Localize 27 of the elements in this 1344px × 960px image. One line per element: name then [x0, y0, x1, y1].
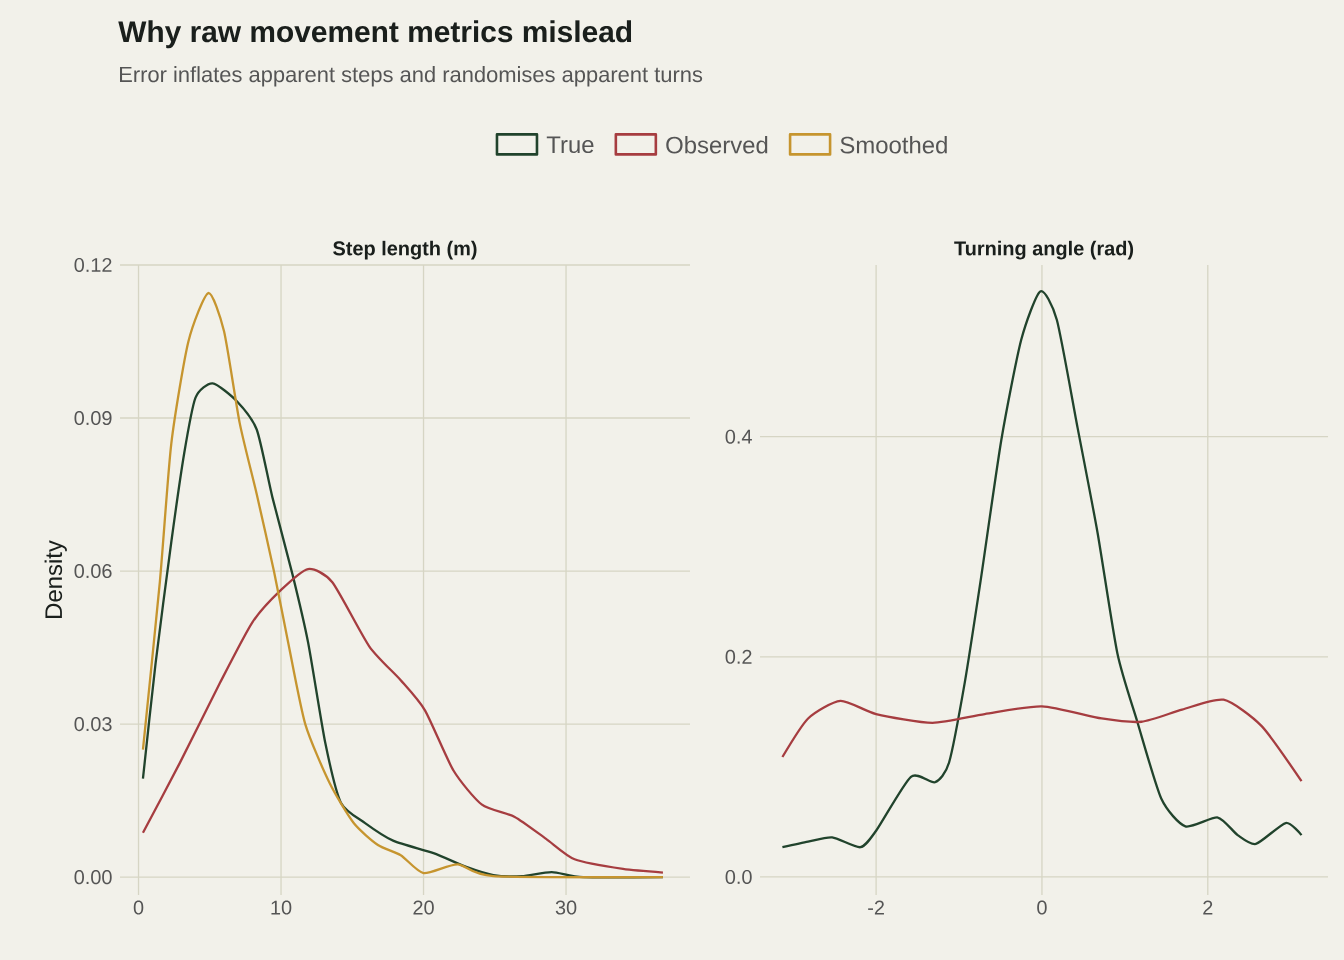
x-tick-label: -2	[868, 900, 884, 915]
text: Why raw movement metrics mislead	[118, 20, 632, 49]
legend-label: True	[546, 136, 594, 154]
y-tick-label: 0.0	[725, 869, 752, 884]
text: Error inflates apparent steps and randomises apparent turns	[120, 66, 703, 87]
y-tick-label: 0.06	[74, 564, 112, 579]
y-tick-label: 0.03	[74, 717, 112, 732]
line-series	[781, 698, 1303, 783]
x-tick-label: 0	[133, 900, 144, 915]
y-tick-label: 0.12	[74, 257, 112, 273]
chart-title: Step length (m)	[333, 240, 477, 260]
y-tick-label: 0.00	[74, 870, 112, 885]
y-axis-title: Density	[44, 540, 67, 618]
line-series	[141, 567, 665, 874]
legend-label: Smoothed	[840, 136, 947, 154]
y-tick-label: 0.2	[725, 649, 752, 664]
legend-label: Observed	[666, 136, 768, 154]
x-tick-label: 0	[1037, 900, 1047, 915]
x-tick-label: 20	[413, 900, 434, 915]
line-series	[141, 291, 665, 879]
y-tick-label: 0.09	[74, 410, 112, 426]
line-series	[781, 290, 1303, 849]
y-tick-label: 0.4	[725, 429, 752, 444]
x-tick-label: 10	[271, 900, 292, 915]
chart-title: Turning angle (rad)	[954, 240, 1134, 260]
x-tick-label: 30	[555, 900, 577, 915]
x-tick-label: 2	[1203, 900, 1213, 915]
